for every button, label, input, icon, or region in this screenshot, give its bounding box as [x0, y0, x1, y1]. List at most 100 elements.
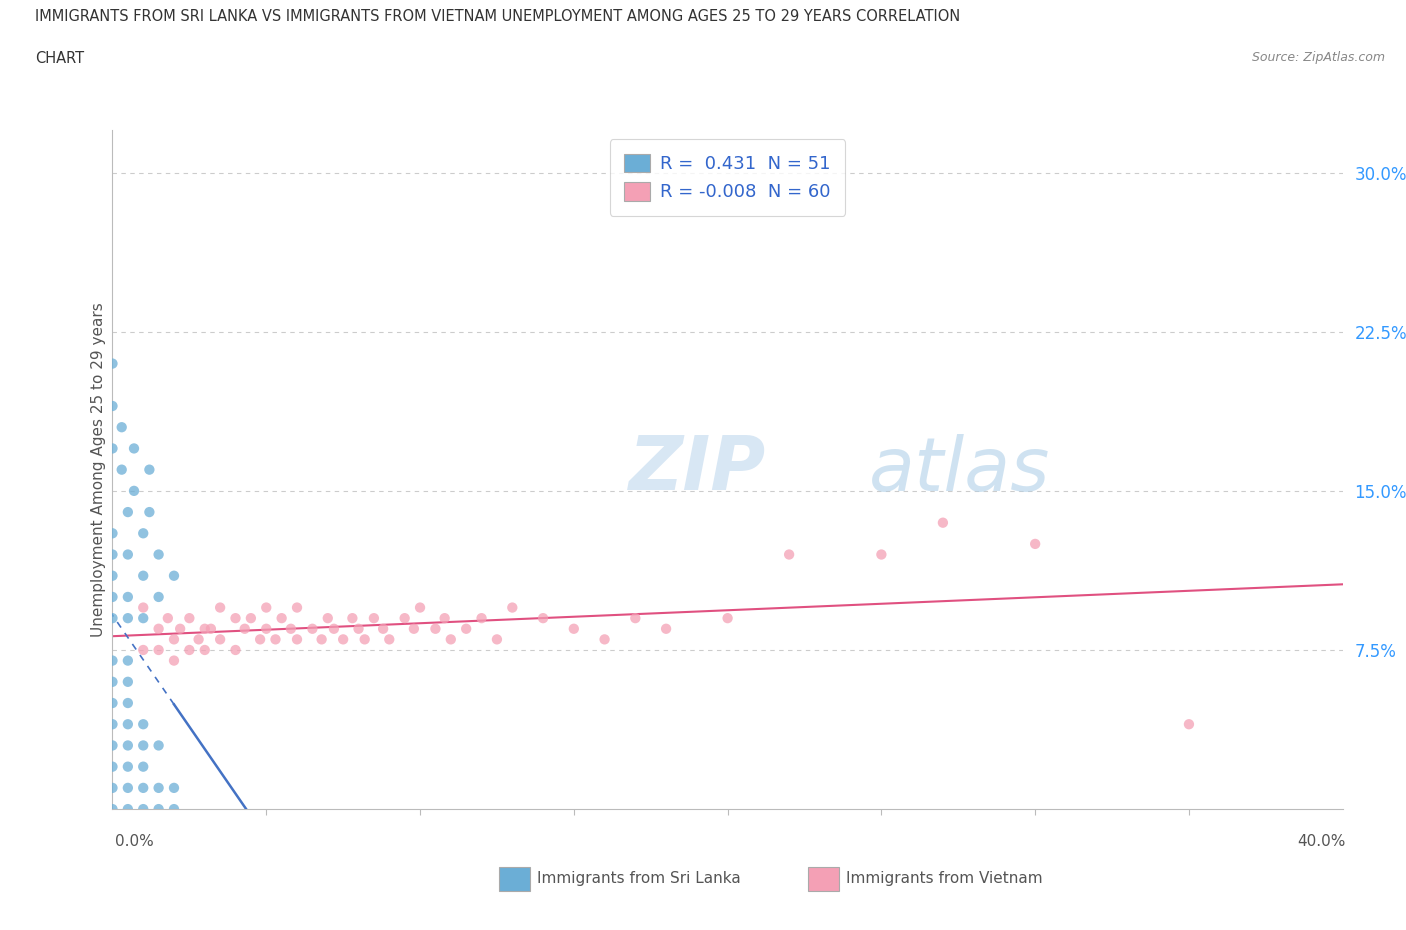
Point	[148, 590, 170, 604]
Point	[132, 600, 155, 615]
Point	[332, 632, 354, 647]
Point	[117, 547, 139, 562]
Point	[778, 547, 800, 562]
Point	[209, 632, 232, 647]
Point	[194, 621, 217, 636]
Point	[101, 759, 124, 774]
Point	[101, 356, 124, 371]
Point	[285, 632, 308, 647]
Text: IMMIGRANTS FROM SRI LANKA VS IMMIGRANTS FROM VIETNAM UNEMPLOYMENT AMONG AGES 25 : IMMIGRANTS FROM SRI LANKA VS IMMIGRANTS …	[35, 9, 960, 24]
Point	[132, 738, 155, 753]
Point	[101, 780, 124, 795]
Legend: R =  0.431  N = 51, R = -0.008  N = 60: R = 0.431 N = 51, R = -0.008 N = 60	[610, 140, 845, 216]
Point	[117, 611, 139, 626]
Point	[101, 802, 124, 817]
Point	[148, 802, 170, 817]
Point	[163, 632, 186, 647]
Point	[425, 621, 447, 636]
Point	[117, 505, 139, 520]
Point	[200, 621, 222, 636]
Point	[163, 802, 186, 817]
Point	[347, 621, 370, 636]
Point	[117, 590, 139, 604]
Point	[239, 611, 262, 626]
Point	[132, 802, 155, 817]
Point	[111, 462, 134, 477]
Point	[179, 611, 201, 626]
Point	[132, 717, 155, 732]
Point	[156, 611, 179, 626]
Point	[501, 600, 523, 615]
Point	[117, 653, 139, 668]
Point	[353, 632, 375, 647]
Y-axis label: Unemployment Among Ages 25 to 29 years: Unemployment Among Ages 25 to 29 years	[90, 302, 105, 637]
Point	[132, 780, 155, 795]
Point	[132, 611, 155, 626]
Point	[101, 611, 124, 626]
Point	[456, 621, 478, 636]
Point	[323, 621, 346, 636]
Point	[285, 600, 308, 615]
Text: 40.0%: 40.0%	[1298, 834, 1346, 849]
Point	[117, 674, 139, 689]
Point	[111, 419, 134, 434]
Point	[270, 611, 292, 626]
Point	[101, 696, 124, 711]
Point	[101, 717, 124, 732]
Point	[179, 643, 201, 658]
Point	[531, 611, 554, 626]
Point	[101, 568, 124, 583]
Text: ZIP: ZIP	[630, 433, 766, 506]
Text: Immigrants from Vietnam: Immigrants from Vietnam	[846, 871, 1043, 886]
Point	[148, 547, 170, 562]
Point	[101, 590, 124, 604]
Text: 0.0%: 0.0%	[115, 834, 155, 849]
Point	[1024, 537, 1046, 551]
Point	[342, 611, 364, 626]
Point	[132, 568, 155, 583]
Point	[101, 674, 124, 689]
Point	[485, 632, 508, 647]
Point	[280, 621, 302, 636]
Point	[117, 717, 139, 732]
Point	[101, 653, 124, 668]
Point	[132, 643, 155, 658]
Point	[254, 600, 277, 615]
Point	[402, 621, 425, 636]
Point	[311, 632, 333, 647]
Point	[163, 780, 186, 795]
Point	[655, 621, 678, 636]
Point	[870, 547, 893, 562]
Point	[132, 525, 155, 540]
Point	[233, 621, 256, 636]
Point	[148, 738, 170, 753]
Point	[101, 441, 124, 456]
Point	[440, 632, 463, 647]
Point	[101, 399, 124, 414]
Point	[470, 611, 494, 626]
Text: CHART: CHART	[35, 51, 84, 66]
Point	[187, 632, 209, 647]
Point	[132, 759, 155, 774]
Point	[148, 643, 170, 658]
Point	[394, 611, 416, 626]
Point	[301, 621, 323, 636]
Point	[117, 696, 139, 711]
Point	[378, 632, 401, 647]
Point	[624, 611, 647, 626]
Point	[148, 621, 170, 636]
Point	[371, 621, 394, 636]
Point	[363, 611, 385, 626]
Point	[209, 600, 232, 615]
Point	[101, 738, 124, 753]
Point	[138, 462, 160, 477]
Point	[409, 600, 432, 615]
Point	[1178, 717, 1201, 732]
Point	[225, 643, 247, 658]
Point	[163, 568, 186, 583]
Point	[433, 611, 456, 626]
Point	[117, 759, 139, 774]
Point	[117, 780, 139, 795]
Point	[138, 505, 160, 520]
Text: atlas: atlas	[869, 433, 1050, 506]
